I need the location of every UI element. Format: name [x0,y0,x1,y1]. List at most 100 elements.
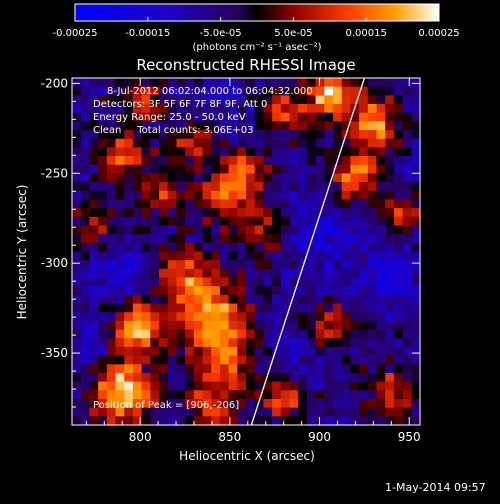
heatmap-cell [350,407,360,417]
heatmap-cell [315,242,325,252]
heatmap-cell [280,104,290,114]
heatmap-cell [341,355,351,365]
heatmap-cell [306,372,316,383]
heatmap-cell [150,130,160,140]
heatmap-cell [106,398,116,409]
heatmap-cell [350,173,360,183]
colorbar-tick-label: 0.00015 [346,28,387,39]
heatmap-cell [202,260,212,270]
heatmap-cell [237,242,247,252]
heatmap-cell [246,268,256,278]
heatmap-cell [150,416,160,425]
heatmap-cell [272,416,282,425]
heatmap-cell [298,338,308,348]
heatmap-cell [176,364,186,374]
heatmap-cell [333,190,343,200]
heatmap-cell [211,190,221,200]
heatmap-cell [167,199,177,209]
heatmap-cell [211,338,221,348]
heatmap-cell [80,268,90,278]
y-axis: -200-250-300-350 [41,76,420,426]
heatmap-cell [306,346,316,357]
heatmap-cell [141,138,151,148]
heatmap-cell [367,138,377,148]
heatmap-cell [324,173,334,183]
heatmap-cell [324,277,334,287]
heatmap-cell [185,294,195,304]
heatmap-cell [333,104,343,114]
heatmap-cell [315,312,325,322]
heatmap-cell [376,208,386,218]
heatmap-cell [202,130,212,140]
heatmap-cell [159,156,169,166]
heatmap-cell [219,86,229,96]
heatmap-cell [272,277,282,287]
heatmap-cell [393,398,403,409]
heatmap-cell [376,138,386,148]
heatmap-cell [393,190,403,200]
heatmap-cell [411,216,420,226]
heatmap-cell [298,225,308,235]
heatmap-cell [324,329,334,339]
heatmap-cell [263,381,273,391]
heatmap-cell [376,260,386,270]
heatmap-cell [376,346,386,357]
heatmap-cell [411,346,420,357]
heatmap-cell [280,182,290,192]
heatmap-cell [202,407,212,417]
heatmap-cell [324,312,334,322]
heatmap-cell [185,381,195,391]
heatmap-cell [176,416,186,425]
heatmap-cell [298,86,308,96]
heatmap-cell [228,277,238,287]
heatmap-cell [385,381,395,391]
heatmap-cell [289,138,299,148]
heatmap-cell [367,346,377,357]
heatmap-cell [272,182,282,192]
heatmap-cell [254,355,264,365]
heatmap-cell [280,242,290,252]
heatmap-cell [411,242,420,252]
heatmap-cell [115,86,125,96]
heatmap-cell [263,130,273,140]
heatmap-cell [280,355,290,365]
heatmap-cell [280,121,290,131]
heatmap-cell [402,338,412,348]
heatmap-cell [272,242,282,252]
heatmap-cell [263,390,273,400]
heatmap-cell [367,277,377,287]
heatmap-cell [141,182,151,192]
heatmap-cell [376,364,386,374]
heatmap-cell [89,320,99,330]
heatmap-cell [228,156,238,166]
heatmap-cell [141,286,151,296]
heatmap-cell [98,130,108,140]
heatmap-cell [150,346,160,357]
annotations: 8-Jul-2012 06:02:04.000 to 06:04:32.000 … [93,86,313,411]
heatmap-cell [263,173,273,183]
heatmap-cell [272,329,282,339]
heatmap-cell [359,216,369,226]
heatmap-cell [385,416,395,425]
heatmap-cell [280,147,290,157]
heatmap-cell [219,130,229,140]
heatmap-cell [289,216,299,226]
heatmap-cell [115,320,125,330]
heatmap-cell [98,225,108,235]
heatmap-cell [298,312,308,322]
heatmap-cell [89,164,99,174]
heatmap-cell [150,381,160,391]
heatmap-cell [211,147,221,157]
heatmap-cell [89,390,99,400]
annotation-energy-range: Energy Range: 25.0 - 50.0 keV [93,112,246,123]
heatmap-cell [193,407,203,417]
heatmap-cell [298,294,308,304]
heatmap-cell [150,199,160,209]
heatmap-cell [185,277,195,287]
heatmap-cell [324,381,334,391]
heatmap-cell [211,208,221,218]
heatmap-cell [315,364,325,374]
heatmap-cell [115,303,125,313]
heatmap-cell [350,364,360,374]
heatmap-cell [359,190,369,200]
